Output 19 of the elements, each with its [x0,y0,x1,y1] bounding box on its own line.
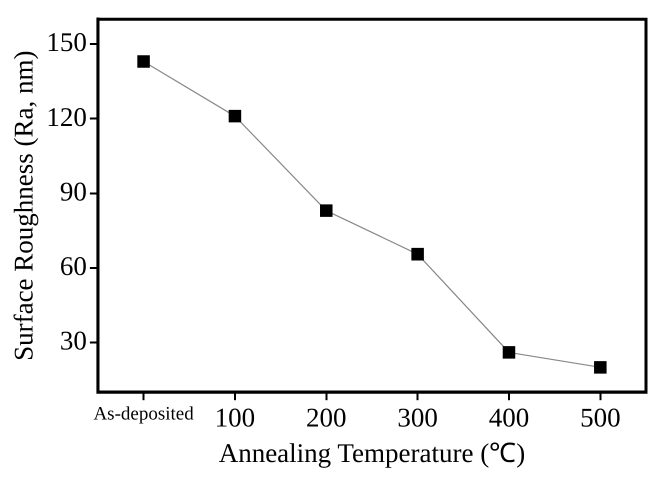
y-tick-label: 90 [60,176,87,206]
point [594,361,607,374]
x-tick-label: 400 [488,402,530,432]
y-axis-title: Surface Roughness (Ra, nm) [8,50,38,361]
y-tick-label: 150 [46,27,87,58]
y-tick-label: 30 [60,326,87,356]
x-tick-label: 100 [214,402,256,432]
point [228,110,242,122]
y-tick-label: 120 [46,102,87,132]
x-tick-label: As-deposited [93,404,194,425]
y-tick-label: 60 [60,250,87,281]
x-axis-title: Annealing Temperature (℃) [218,438,526,468]
x-tick-label: 500 [580,402,621,432]
point [137,55,150,68]
point [502,346,516,359]
x-tick-label: 300 [397,402,438,432]
point [411,248,424,260]
point [320,204,333,217]
x-tick-label: 200 [306,402,347,432]
